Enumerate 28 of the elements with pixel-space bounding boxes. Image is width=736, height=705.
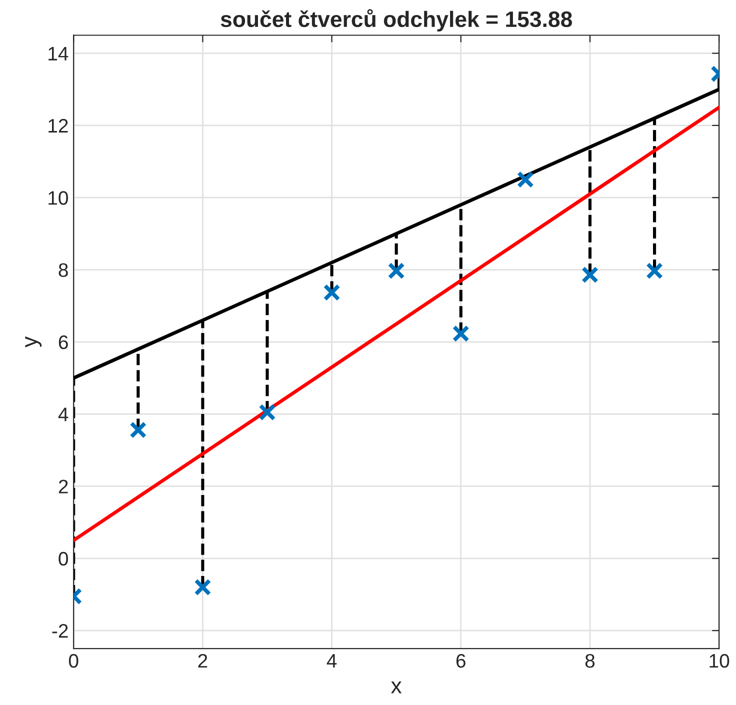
y-tick-label: 2 xyxy=(58,480,68,494)
y-tick-label: 12 xyxy=(48,118,68,132)
y-tick-label: 6 xyxy=(58,335,68,350)
point xyxy=(323,284,340,302)
y-tick-label: -2 xyxy=(52,624,68,638)
y-tick-label: 14 xyxy=(48,46,68,60)
point xyxy=(130,421,147,438)
point xyxy=(452,325,470,342)
x-tick-label: 4 xyxy=(326,654,337,668)
point xyxy=(516,171,534,188)
chart-title: součet čtverců odchylek = 153.88 xyxy=(220,9,572,32)
line-series xyxy=(74,106,720,542)
x-tick-label: 8 xyxy=(585,654,595,668)
x-tick-label: 2 xyxy=(198,654,208,668)
y-tick-label: 0 xyxy=(58,552,68,566)
point xyxy=(646,262,664,280)
y-tick-label: 8 xyxy=(58,263,68,278)
x-axis-title: x xyxy=(391,682,402,694)
y-tick-label: 10 xyxy=(48,191,68,205)
x-tick-label: 10 xyxy=(710,654,730,668)
y-axis-title: y xyxy=(25,336,42,348)
point xyxy=(194,578,212,596)
x-tick-label: 6 xyxy=(456,654,466,668)
point xyxy=(388,262,405,280)
y-tick-label: 4 xyxy=(58,408,68,422)
x-tick-label: 0 xyxy=(68,654,78,668)
point xyxy=(581,266,599,284)
point xyxy=(258,404,276,421)
